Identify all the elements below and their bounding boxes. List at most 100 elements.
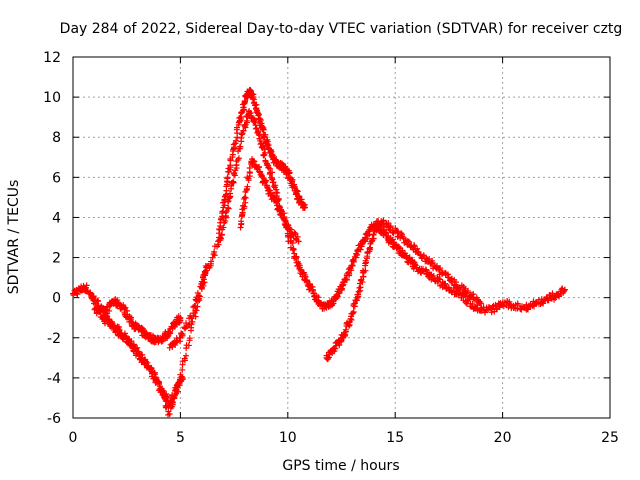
data-point-fill: [293, 187, 300, 194]
data-point-fill: [444, 271, 451, 278]
data-point-fill: [251, 119, 258, 126]
data-point-fill: [241, 203, 248, 210]
data-point-fill: [136, 351, 143, 358]
data-point-fill: [156, 383, 163, 390]
data-point-fill: [195, 292, 202, 299]
data-point-fill: [217, 219, 224, 226]
data-point-fill: [83, 282, 90, 289]
data-point-fill: [216, 226, 223, 233]
data-point-fill: [369, 235, 376, 242]
data-point-fill: [493, 305, 500, 312]
data-point-fill: [219, 215, 226, 222]
data-point-fill: [239, 209, 246, 216]
x-tick-label: 20: [494, 430, 512, 446]
data-point-fill: [262, 131, 269, 138]
data-point-fill: [192, 313, 199, 320]
data-point-fill: [148, 365, 155, 372]
data-point-fill: [338, 285, 345, 292]
data-point-fill: [244, 183, 251, 190]
y-tick-label: 12: [43, 50, 61, 66]
data-point-fill: [186, 335, 193, 342]
data-point-fill: [117, 331, 124, 338]
data-point-fill: [175, 379, 182, 386]
data-point-fill: [442, 280, 449, 287]
data-point: [368, 238, 375, 245]
data-point-fill: [303, 277, 310, 284]
data-point-fill: [350, 308, 357, 315]
data-point-fill: [217, 234, 224, 241]
data-point-fill: [435, 275, 442, 282]
data-point-fill: [419, 265, 426, 272]
data-point-fill: [241, 106, 248, 113]
y-tick-label: 0: [52, 291, 61, 307]
data-point-fill: [348, 267, 355, 274]
data-point-fill: [174, 388, 181, 395]
data-point-fill: [291, 229, 298, 236]
data-point-fill: [348, 316, 355, 323]
data-point-fill: [185, 342, 192, 349]
data-point-fill: [169, 399, 176, 406]
data-point-fill: [290, 245, 297, 252]
data-point-fill: [177, 371, 184, 378]
data-point: [198, 278, 205, 285]
data-point-fill: [437, 265, 444, 272]
data-point-fill: [269, 169, 276, 176]
data-point-fill: [379, 218, 386, 225]
data-point-fill: [97, 308, 104, 315]
data-point-fill: [115, 325, 122, 332]
data-point-fill: [359, 279, 366, 286]
data-point-fill: [219, 208, 226, 215]
x-tick-label: 15: [386, 430, 404, 446]
data-point-fill: [387, 223, 394, 230]
data-point-fill: [263, 182, 270, 189]
data-point-fill: [251, 158, 258, 165]
y-tick-label: 10: [43, 90, 61, 106]
data-point: [301, 204, 308, 211]
axis-ticks: 0 5 10 15 20 25 -6 -4 -2 0 2 4 6 8 10 12: [43, 50, 619, 446]
data-point: [166, 410, 173, 417]
data-point-fill: [235, 155, 242, 162]
data-point-fill: [246, 110, 253, 117]
data-point-fill: [179, 366, 186, 373]
data-point-fill: [354, 291, 361, 298]
data-point-fill: [244, 119, 251, 126]
data-point-fill: [196, 293, 203, 300]
y-tick-label: 8: [52, 130, 61, 146]
data-point-fill: [179, 330, 186, 337]
data-point-fill: [114, 297, 121, 304]
data-point: [166, 344, 173, 351]
data-point-fill: [208, 258, 215, 265]
data-point-fill: [362, 267, 369, 274]
data-point-fill: [127, 316, 134, 323]
grid: [73, 57, 610, 418]
data-point: [561, 286, 568, 293]
data-point-fill: [262, 177, 269, 184]
y-tick-label: 2: [52, 251, 61, 267]
y-tick-label: 4: [52, 210, 61, 226]
data-point-fill: [188, 315, 195, 322]
data-point-fill: [201, 279, 208, 286]
data-points: [70, 86, 568, 418]
data-point-fill: [269, 175, 276, 182]
data-point-fill: [125, 337, 132, 344]
data-point-fill: [347, 315, 354, 322]
data-point-fill: [464, 289, 471, 296]
data-point-fill: [261, 151, 268, 158]
data-point-fill: [241, 98, 248, 105]
data-point-fill: [126, 336, 133, 343]
data-point: [355, 288, 362, 295]
data-point-fill: [514, 302, 521, 309]
data-point-fill: [286, 169, 293, 176]
data-point-fill: [357, 284, 364, 291]
data-point-fill: [330, 300, 337, 307]
data-point-fill: [437, 276, 444, 283]
data-point-fill: [341, 329, 348, 336]
data-point-fill: [245, 177, 252, 184]
data-point-fill: [349, 310, 356, 317]
data-point-fill: [246, 165, 253, 172]
data-point-fill: [122, 304, 129, 311]
data-point-fill: [193, 307, 200, 314]
data-point-fill: [294, 233, 301, 240]
data-point-fill: [382, 229, 389, 236]
